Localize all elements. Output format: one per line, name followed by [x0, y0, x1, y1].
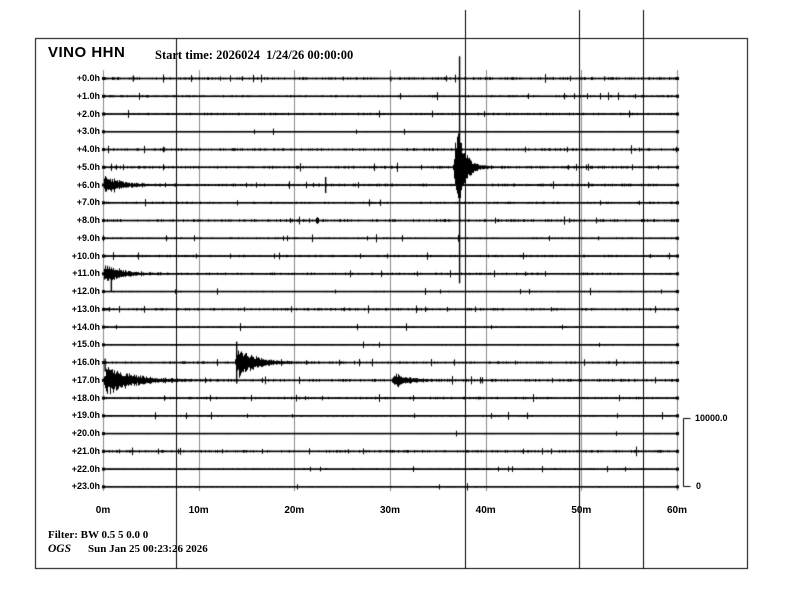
y-axis-label: +12.0h — [71, 286, 100, 297]
y-axis-label: +15.0h — [71, 339, 100, 350]
y-axis-label: +7.0h — [76, 197, 100, 208]
y-axis-label: +2.0h — [76, 108, 100, 119]
x-axis-label: 40m — [475, 505, 496, 516]
filter-label: Filter: BW 0.5 5 0.0 0 — [48, 529, 149, 541]
y-axis-label: +0.0h — [76, 73, 100, 83]
x-axis-label: 20m — [284, 505, 305, 516]
y-axis-label: +13.0h — [71, 303, 100, 314]
x-axis-label: 50m — [571, 505, 592, 516]
timestamp-label: Sun Jan 25 00:23:26 2026 — [88, 543, 208, 555]
y-axis-label: +4.0h — [76, 144, 100, 155]
y-axis-label: +23.0h — [71, 481, 100, 492]
y-axis-label: +3.0h — [76, 126, 100, 137]
y-axis-label: +21.0h — [71, 445, 100, 456]
y-axis-label: +9.0h — [76, 232, 100, 243]
y-axis-label: +11.0h — [72, 268, 100, 279]
scale-min-label: 0 — [696, 481, 702, 491]
agency-label: OGS — [48, 543, 72, 555]
y-axis-label: +6.0h — [76, 179, 100, 190]
x-axis-label: 10m — [188, 505, 209, 516]
x-axis-label: 60m — [666, 505, 687, 516]
y-axis-label: +20.0h — [71, 428, 100, 439]
y-axis-label: +5.0h — [76, 161, 100, 172]
y-axis-label: +8.0h — [76, 215, 100, 226]
scale-max-label: 10000.0 — [695, 413, 728, 423]
x-axis-label: 30m — [379, 505, 400, 516]
station-title: VINO HHN — [48, 44, 126, 61]
y-axis-label: +1.0h — [76, 90, 100, 101]
y-axis-label: +17.0h — [71, 374, 100, 385]
x-axis-label: 0m — [95, 505, 111, 516]
y-axis-label: +19.0h — [71, 410, 100, 421]
y-axis-label: +22.0h — [71, 463, 100, 474]
start-time-label: Start time: 2026024 1/24/26 00:00:00 — [155, 48, 354, 62]
y-axis-label: +10.0h — [71, 250, 100, 261]
y-axis-label: +18.0h — [71, 392, 100, 403]
y-axis-label: +14.0h — [71, 321, 100, 332]
y-axis-label: +16.0h — [71, 357, 100, 368]
